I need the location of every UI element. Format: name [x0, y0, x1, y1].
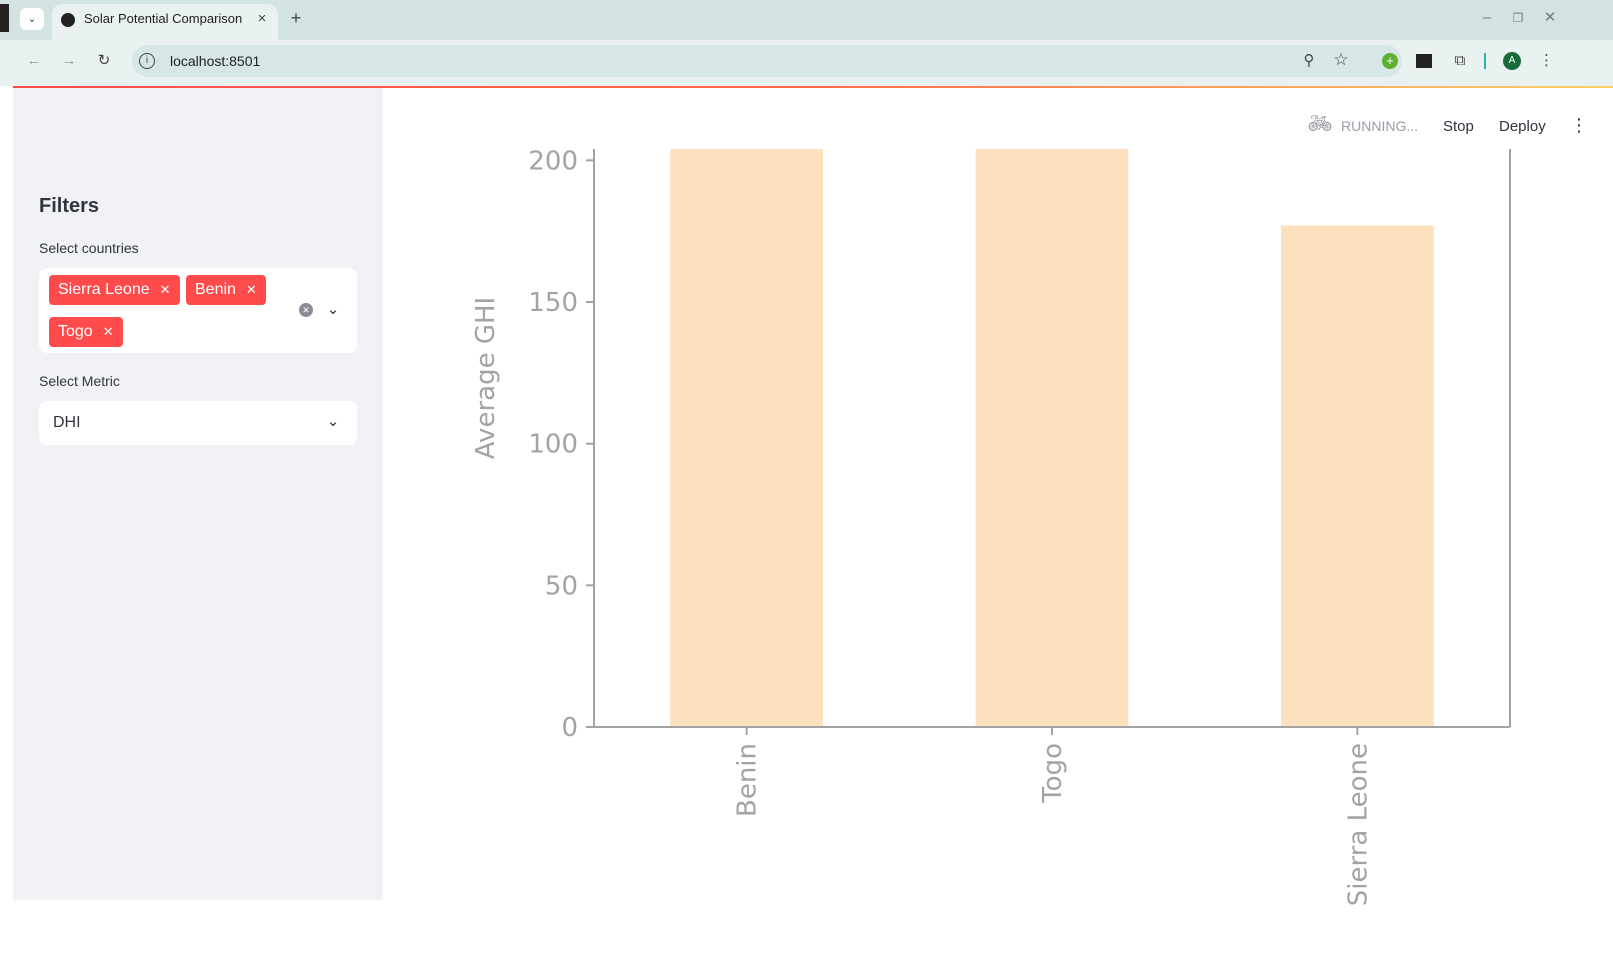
- sidebar: [13, 88, 383, 900]
- streamlit-favicon-icon: [61, 13, 75, 27]
- extensions-puzzle-icon[interactable]: ⧉: [1454, 52, 1466, 69]
- chevron-down-icon[interactable]: ⌄: [326, 301, 340, 318]
- bar-togo: [975, 149, 1129, 727]
- y-tick-label: 100: [528, 430, 578, 460]
- new-tab-button[interactable]: +: [290, 8, 302, 28]
- stop-button[interactable]: Stop: [1443, 118, 1474, 135]
- site-info-icon[interactable]: i: [139, 53, 155, 69]
- bar-chart: Benin Togo Sierra Leone 0 50 100 150 200 Average…: [450, 145, 1520, 905]
- chip-label: Togo: [58, 323, 93, 340]
- clear-all-icon[interactable]: ✕: [299, 303, 313, 317]
- extension-lh-icon[interactable]: [1416, 54, 1432, 68]
- main-menu-icon[interactable]: ⋮: [1570, 115, 1588, 135]
- tab-title: Solar Potential Comparison: [84, 11, 243, 26]
- y-tick-label: 150: [528, 288, 578, 318]
- bar-sierra-leone: [1281, 225, 1434, 727]
- x-tick-label: Benin: [733, 743, 763, 817]
- reload-icon[interactable]: ↻: [97, 52, 111, 69]
- chip-benin[interactable]: Benin ✕: [186, 275, 266, 305]
- browser-tab[interactable]: [52, 4, 278, 40]
- running-progress-bar: [13, 86, 1613, 88]
- x-tick-label: Togo: [1038, 743, 1068, 804]
- y-tick-label: 50: [545, 571, 578, 601]
- y-axis-label: Average GHI: [471, 297, 501, 459]
- close-window-icon[interactable]: ✕: [1543, 9, 1557, 26]
- chip-sierra-leone[interactable]: Sierra Leone ✕: [49, 275, 180, 305]
- chip-togo[interactable]: Togo ✕: [49, 317, 123, 347]
- remove-chip-icon[interactable]: ✕: [159, 282, 171, 297]
- y-tick-label: 0: [561, 713, 578, 743]
- back-icon[interactable]: ←: [26, 52, 42, 69]
- metric-select[interactable]: [39, 401, 357, 445]
- x-tick-label: Sierra Leone: [1343, 743, 1373, 905]
- y-tick-label: 200: [528, 146, 578, 176]
- chip-label: Benin: [195, 281, 236, 298]
- remove-chip-icon[interactable]: ✕: [245, 282, 257, 297]
- remove-chip-icon[interactable]: ✕: [102, 324, 114, 339]
- running-bike-icon: 🚲︎: [1307, 113, 1333, 135]
- countries-label: Select countries: [39, 240, 139, 256]
- running-status: RUNNING...: [1341, 118, 1418, 134]
- browser-menu-icon[interactable]: ⋮: [1539, 52, 1554, 69]
- toolbar-divider: [1484, 53, 1486, 69]
- chip-label: Sierra Leone: [58, 281, 150, 298]
- forward-icon[interactable]: →: [61, 52, 77, 69]
- url-text[interactable]: localhost:8501: [170, 53, 261, 69]
- tab-search-button[interactable]: ⌄: [20, 8, 44, 30]
- zoom-icon[interactable]: ⚲: [1303, 52, 1315, 69]
- deploy-button[interactable]: Deploy: [1499, 118, 1546, 135]
- chevron-down-icon[interactable]: ⌄: [326, 413, 340, 430]
- metric-label: Select Metric: [39, 373, 120, 389]
- close-tab-icon[interactable]: ×: [257, 10, 267, 27]
- address-bar[interactable]: [132, 45, 1402, 77]
- metric-select-value: DHI: [53, 414, 81, 431]
- restore-icon[interactable]: ❐: [1512, 11, 1524, 25]
- extension-plus-icon[interactable]: +: [1382, 53, 1398, 69]
- chart-svg: Benin Togo Sierra Leone 0 50 100 150 200 Average…: [471, 146, 1511, 905]
- sidebar-heading: Filters: [39, 195, 100, 217]
- window-edge: [0, 4, 9, 32]
- profile-avatar[interactable]: A: [1503, 52, 1521, 70]
- bookmark-star-icon[interactable]: ☆: [1333, 50, 1349, 69]
- bar-benin: [670, 149, 823, 727]
- minimize-icon[interactable]: –: [1482, 9, 1492, 26]
